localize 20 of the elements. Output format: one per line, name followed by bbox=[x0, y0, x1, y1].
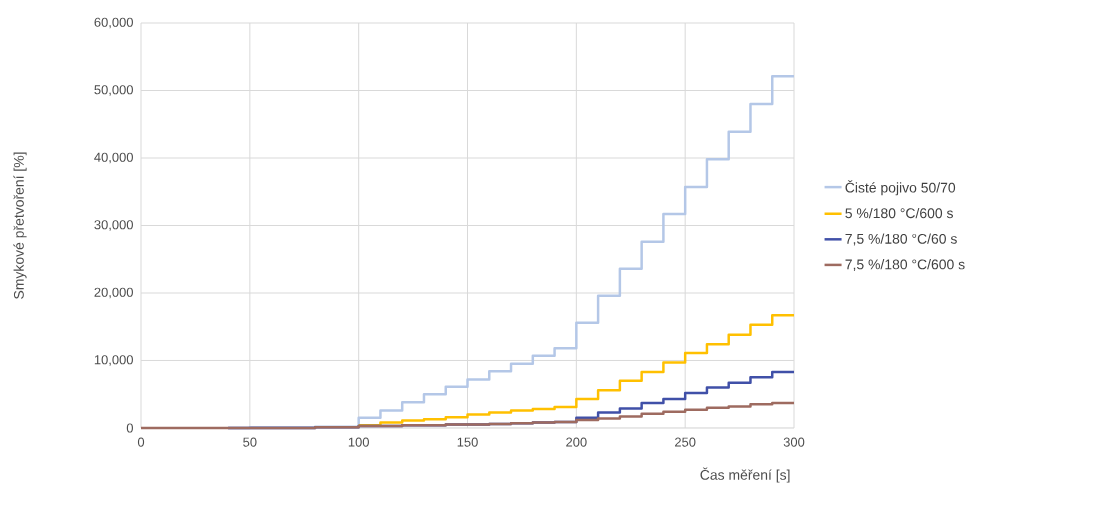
y-tick-label: 30,000 bbox=[94, 220, 133, 231]
y-tick-label: 40,000 bbox=[94, 152, 133, 164]
x-tick-label: 50 bbox=[243, 437, 257, 447]
x-tick-label: 100 bbox=[348, 437, 369, 447]
legend-label: 5 %/180 °C/600 s bbox=[845, 207, 953, 219]
x-tick-label: 250 bbox=[675, 437, 696, 447]
y-axis-title: Smykové přetvoření [%] bbox=[13, 152, 27, 299]
y-tick-label: 10,000 bbox=[94, 355, 133, 366]
x-tick-label: 150 bbox=[457, 437, 478, 447]
x-tick-label: 300 bbox=[783, 437, 805, 447]
legend-label: Čisté pojivo 50/70 bbox=[845, 180, 956, 196]
x-tick-label: 200 bbox=[566, 437, 587, 447]
y-tick-label: 60,000 bbox=[94, 17, 133, 29]
x-tick-label: 0 bbox=[137, 437, 145, 447]
legend-label: 7,5 %/180 °C/60 s bbox=[845, 233, 957, 246]
legend-label: 7,5 %/180 °C/600 s bbox=[845, 259, 965, 271]
y-tick-label: 20,000 bbox=[94, 287, 133, 299]
x-axis-title: Čas měření [s] bbox=[700, 467, 790, 483]
y-tick-label: 0 bbox=[126, 423, 133, 433]
y-tick-label: 50,000 bbox=[94, 85, 133, 96]
